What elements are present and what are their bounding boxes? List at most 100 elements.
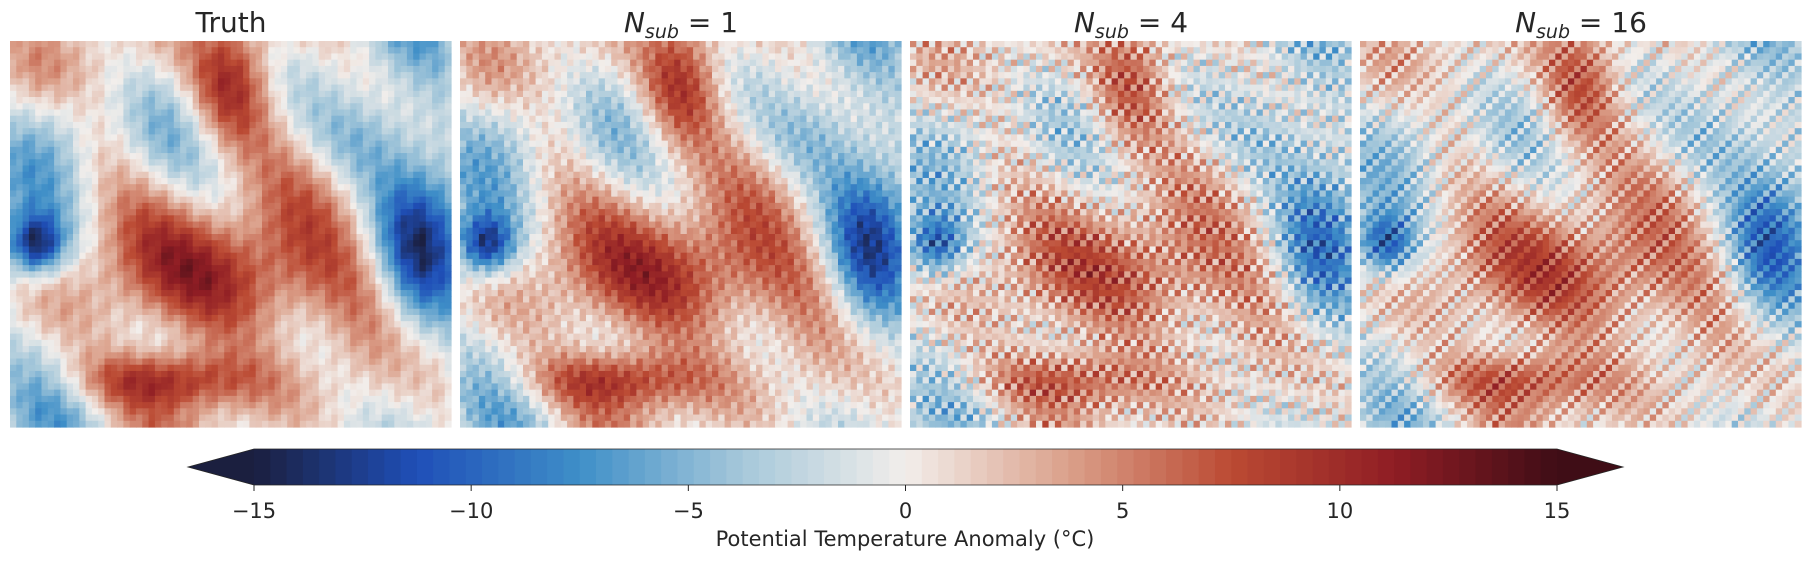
heatmap-cell: [79, 59, 87, 67]
heatmap-cell: [343, 140, 351, 148]
heatmap-cell: [343, 246, 351, 254]
heatmap-cell: [192, 258, 200, 266]
heatmap-cell: [343, 420, 351, 428]
heatmap-cell: [362, 215, 370, 223]
heatmap-cell: [217, 339, 225, 347]
heatmap-cell: [217, 277, 225, 285]
heatmap-cell: [375, 414, 383, 422]
heatmap-cell: [243, 352, 250, 360]
heatmap-cell: [350, 97, 358, 104]
heatmap-cell: [10, 159, 17, 167]
heatmap-cell: [123, 84, 131, 92]
heatmap-cell: [280, 59, 288, 67]
heatmap-cell: [381, 65, 389, 73]
heatmap-cell: [211, 103, 219, 111]
heatmap-cell: [623, 53, 631, 61]
heatmap-cell: [167, 408, 175, 416]
heatmap-cell: [394, 302, 402, 310]
heatmap-cell: [110, 258, 118, 266]
heatmap-cell: [167, 184, 175, 192]
heatmap-cell: [413, 352, 421, 360]
heatmap-cell: [388, 302, 395, 310]
heatmap-cell: [425, 146, 433, 154]
heatmap-cell: [287, 308, 295, 316]
heatmap-cell: [432, 165, 439, 173]
heatmap-cell: [394, 78, 402, 86]
heatmap-cell: [268, 308, 276, 316]
heatmap-cell: [375, 72, 383, 79]
heatmap-cell: [362, 159, 370, 167]
heatmap-cell: [425, 283, 433, 291]
heatmap-cell: [35, 377, 43, 385]
heatmap-cell: [325, 165, 332, 173]
heatmap-cell: [167, 128, 175, 135]
heatmap-cell: [91, 215, 99, 223]
heatmap-cell: [110, 358, 118, 366]
heatmap-cell: [104, 377, 112, 385]
heatmap-cell: [274, 414, 282, 422]
heatmap-cell: [381, 290, 389, 297]
heatmap-cell: [318, 402, 326, 409]
heatmap-cell: [280, 128, 288, 135]
heatmap-cell: [375, 227, 383, 235]
heatmap-cell: [224, 53, 232, 61]
heatmap-cell: [22, 103, 30, 111]
heatmap-cell: [413, 90, 421, 98]
heatmap-cell: [217, 97, 225, 104]
heatmap-cell: [167, 41, 175, 48]
heatmap-cell: [350, 271, 358, 279]
heatmap-cell: [41, 184, 49, 192]
heatmap-cell: [318, 346, 326, 353]
heatmap-cell: [730, 84, 738, 92]
heatmap-cell: [406, 302, 414, 310]
heatmap-cell: [825, 90, 833, 98]
heatmap-cell: [10, 308, 17, 316]
heatmap-cell: [205, 202, 213, 210]
heatmap-cell: [293, 128, 301, 135]
heatmap-cell: [129, 202, 137, 210]
heatmap-cell: [10, 327, 17, 335]
heatmap-cell: [343, 202, 351, 210]
heatmap-cell: [243, 308, 250, 316]
heatmap-cell: [293, 78, 301, 86]
heatmap-cell: [362, 177, 370, 185]
heatmap-cell: [60, 165, 68, 173]
heatmap-cell: [199, 358, 206, 366]
heatmap-cell: [787, 47, 795, 55]
heatmap-cell: [381, 53, 389, 61]
heatmap-cell: [129, 346, 137, 353]
heatmap-cell: [825, 65, 833, 73]
heatmap-cell: [110, 134, 118, 142]
heatmap-cell: [136, 364, 143, 372]
heatmap-cell: [863, 47, 871, 55]
heatmap-cell: [91, 171, 99, 179]
heatmap-cell: [16, 90, 24, 98]
heatmap-cell: [394, 352, 402, 360]
heatmap-cell: [768, 47, 776, 55]
heatmap-cell: [224, 159, 232, 167]
heatmap-cell: [123, 41, 131, 48]
heatmap-cell: [400, 395, 408, 403]
heatmap-cell: [812, 78, 820, 86]
heatmap-cell: [129, 171, 137, 179]
heatmap-cell: [249, 140, 257, 148]
heatmap-cell: [362, 53, 370, 61]
heatmap-cell: [47, 377, 55, 385]
heatmap-cell: [400, 283, 408, 291]
heatmap-cell: [299, 184, 307, 192]
heatmap-cell: [28, 115, 36, 123]
heatmap-cell: [167, 227, 175, 235]
heatmap-cell: [400, 47, 408, 55]
heatmap-cell: [161, 121, 169, 129]
heatmap-cell: [375, 364, 383, 372]
heatmap-cell: [173, 420, 181, 428]
heatmap-cell: [161, 115, 169, 123]
heatmap-cell: [54, 383, 61, 391]
heatmap-cell: [136, 314, 143, 322]
heatmap-cell: [117, 352, 124, 360]
heatmap-cell: [73, 153, 80, 160]
heatmap-cell: [98, 302, 106, 310]
heatmap-cell: [343, 103, 351, 111]
heatmap-cell: [293, 377, 301, 385]
heatmap-cell: [325, 265, 332, 272]
